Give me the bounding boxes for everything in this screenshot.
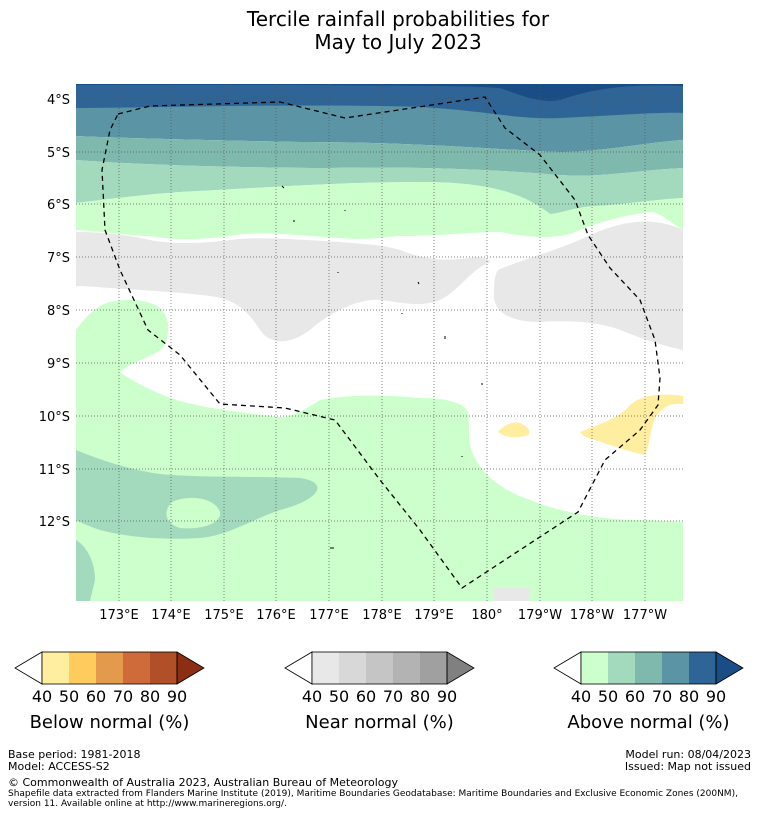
- colorbars: 40 50 60 70 80 90 Below normal (%) 40 50 60 70 80 90…: [14, 651, 744, 733]
- colorbar-segment: [581, 652, 608, 684]
- colorbar-tick-label: 80: [679, 687, 699, 706]
- latitude-labels: 4°S 5°S 6°S 7°S 8°S 9°S 10°S 11°S 12°S: [39, 93, 70, 530]
- lon-label: 179°E: [414, 608, 454, 623]
- copyright: © Commonwealth of Australia 2023, Austra…: [8, 776, 398, 789]
- colorbar-1: 40 50 60 70 80 90 Below normal (%): [14, 651, 205, 733]
- colorbar-segment: [635, 652, 662, 684]
- colorbar-segment: [150, 652, 177, 684]
- colorbar-segment: [69, 652, 96, 684]
- lon-label: 180°: [471, 608, 502, 623]
- colorbar-frame: [311, 651, 448, 685]
- eez-boundary: [101, 96, 661, 589]
- colorbar-tick-label: 50: [329, 687, 349, 706]
- colorbar-tick-label: 50: [598, 687, 618, 706]
- colorbar-tick-label: 60: [86, 687, 106, 706]
- shapefile-credit-line2: version 11. Available online at http://w…: [8, 799, 287, 809]
- model-run: Model run: 08/04/2023: [625, 748, 751, 761]
- lon-label: 173°E: [99, 608, 139, 623]
- model-name: Model: ACCESS-S2: [8, 760, 110, 773]
- band-above-70: [76, 105, 683, 152]
- colorbar-segment: [312, 652, 339, 684]
- colorbar-tick-label: 60: [625, 687, 645, 706]
- probability-map: [76, 84, 683, 601]
- colorbar-segment: [42, 652, 69, 684]
- band-above-90: [76, 84, 683, 101]
- below-normal-patch-2: [580, 394, 683, 455]
- colorbar-title: Near normal (%): [305, 712, 454, 733]
- lon-label: 179°W: [518, 608, 562, 623]
- lat-label: 11°S: [39, 463, 70, 478]
- lat-label: 9°S: [47, 357, 70, 372]
- colorbar-extend-high: [176, 651, 205, 685]
- colorbar-segment: [420, 652, 447, 684]
- lat-label: 5°S: [47, 146, 70, 161]
- base-period: Base period: 1981-2018: [8, 748, 141, 761]
- lon-label: 175°E: [204, 608, 244, 623]
- lat-label: 10°S: [39, 410, 70, 425]
- lon-label: 176°E: [256, 608, 296, 623]
- colorbar-title: Below normal (%): [30, 712, 190, 733]
- colorbar-tick-label: 40: [302, 687, 322, 706]
- near-normal-region-west: [76, 232, 490, 342]
- below-normal-patch-1: [498, 422, 530, 438]
- colorbar-segment: [608, 652, 635, 684]
- colorbar-frame: [580, 651, 717, 685]
- islands: [281, 185, 483, 549]
- lon-label: 177°E: [309, 608, 349, 623]
- colorbar-segment: [689, 652, 716, 684]
- colorbar-extend-high: [715, 651, 744, 685]
- chart-title: Tercile rainfall probabilities for May t…: [0, 8, 758, 54]
- colorbar-tick-label: 90: [167, 687, 187, 706]
- colorbar-extend-low: [14, 651, 43, 685]
- colorbar-3: 40 50 60 70 80 90 Above normal (%): [553, 651, 744, 733]
- lon-label: 174°E: [151, 608, 191, 623]
- longitude-labels: 173°E 174°E 175°E 176°E 177°E 178°E 179°…: [99, 608, 667, 623]
- colorbar-title: Above normal (%): [567, 712, 729, 733]
- colorbar-tick-label: 40: [32, 687, 52, 706]
- colorbar-tick-label: 50: [59, 687, 79, 706]
- colorbar-segment: [123, 652, 150, 684]
- lat-label: 8°S: [47, 304, 70, 319]
- colorbar-segment: [662, 652, 689, 684]
- band-above-50-north: [76, 182, 683, 239]
- colorbar-segment: [96, 652, 123, 684]
- near-normal-region-east: [493, 221, 683, 350]
- colorbar-tick-label: 90: [706, 687, 726, 706]
- near-normal-patch-south: [494, 588, 530, 601]
- title-line-2: May to July 2023: [314, 30, 482, 54]
- colorbar-2: 40 50 60 70 80 90 Near normal (%): [284, 651, 475, 733]
- lon-label: 177°W: [623, 608, 667, 623]
- colorbar-extend-low: [553, 651, 582, 685]
- colorbar-frame: [41, 651, 178, 685]
- title-line-1: Tercile rainfall probabilities for: [246, 7, 550, 31]
- colorbar-tick-label: 40: [571, 687, 591, 706]
- colorbar-tick-label: 80: [140, 687, 160, 706]
- colorbar-tick-label: 70: [113, 687, 133, 706]
- colorbar-segment: [393, 652, 420, 684]
- lon-label: 178°E: [362, 608, 402, 623]
- colorbar-segment: [339, 652, 366, 684]
- colorbar-segment: [366, 652, 393, 684]
- shapefile-credit-line1: Shapefile data extracted from Flanders M…: [8, 789, 738, 799]
- colorbar-tick-label: 70: [652, 687, 672, 706]
- band-above-60b: [76, 160, 683, 214]
- lat-label: 4°S: [47, 93, 70, 108]
- band-above-60: [76, 136, 683, 176]
- above-60-sw: [76, 540, 95, 601]
- colorbar-tick-label: 80: [410, 687, 430, 706]
- lat-label: 7°S: [47, 251, 70, 266]
- colorbar-extend-low: [284, 651, 313, 685]
- colorbar-extend-high: [446, 651, 475, 685]
- graticule: [76, 84, 683, 601]
- lat-label: 6°S: [47, 198, 70, 213]
- band-above-60-south: [76, 450, 318, 539]
- colorbar-tick-label: 70: [383, 687, 403, 706]
- above-50-inset: [166, 497, 221, 529]
- lon-label: 178°W: [570, 608, 614, 623]
- lat-label: 12°S: [39, 515, 70, 530]
- colorbar-tick-label: 90: [437, 687, 457, 706]
- colorbar-tick-label: 60: [356, 687, 376, 706]
- issued-status: Issued: Map not issued: [624, 760, 751, 773]
